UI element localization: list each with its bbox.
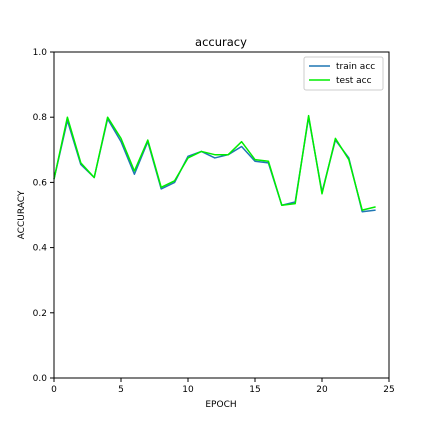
y-tick-label: 0.4 [33,244,48,254]
series-line-test-acc [53,114,376,211]
x-tick-label: 10 [182,385,194,395]
x-tick-label: 0 [51,385,57,395]
x-axis-ticks: 0 5 10 15 20 25 [51,378,395,395]
legend-label-test-acc: test acc [336,76,372,86]
series-lines [53,114,376,213]
legend: train acc test acc [303,56,384,91]
x-tick-label: 15 [249,385,260,395]
y-tick-label: 0.8 [33,113,48,123]
x-tick-label: 5 [118,385,124,395]
x-axis-label: EPOCH [205,400,236,410]
x-tick-label: 20 [316,385,328,395]
chart-title: accuracy [195,35,247,49]
y-tick-label: 0.6 [33,178,48,188]
y-axis-ticks: 0.0 0.2 0.4 0.6 0.8 1.0 [33,48,54,384]
legend-label-train-acc: train acc [336,62,375,72]
y-tick-label: 0.0 [33,374,48,384]
x-tick-label: 25 [383,385,394,395]
y-tick-label: 0.2 [33,309,47,319]
y-tick-label: 1.0 [33,48,48,58]
plot-frame [53,51,390,379]
y-axis-label: ACCURACY [17,190,27,239]
